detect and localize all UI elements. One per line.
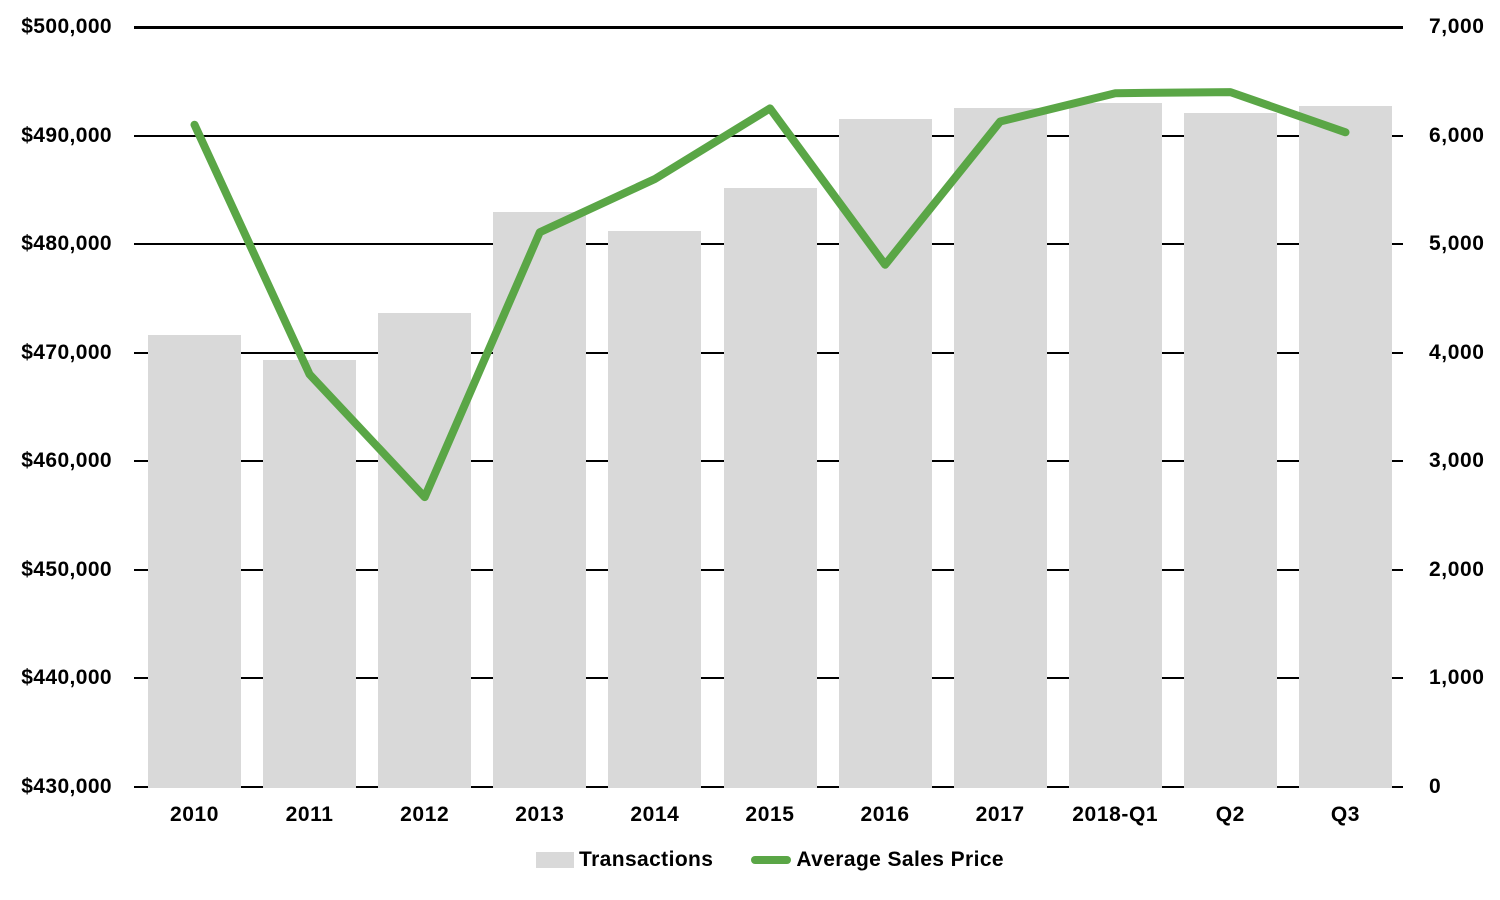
left-axis-tick-label: $440,000 (21, 666, 112, 690)
left-axis-tick-label: $470,000 (21, 340, 112, 364)
x-axis-tick-label: 2013 (515, 803, 565, 826)
gridline (134, 26, 1403, 29)
legend-item-transactions: Transactions (536, 848, 713, 872)
x-axis-tick-label: 2015 (745, 803, 795, 826)
x-axis-tick-label: Q2 (1215, 803, 1245, 826)
right-axis-tick-label: 0 (1429, 775, 1442, 798)
legend-label-transactions: Transactions (579, 848, 714, 871)
x-axis-tick-label: 2011 (285, 803, 334, 826)
x-axis-tick-label: 2012 (400, 803, 450, 826)
x-axis-tick-label: 2017 (975, 803, 1025, 826)
transactions-swatch-icon (536, 852, 574, 868)
chart-legend: Transactions Average Sales Price (137, 848, 1403, 872)
x-axis-tick-label: Q3 (1330, 803, 1361, 826)
left-axis-tick-label: $480,000 (21, 232, 112, 256)
left-axis-tick-label: $460,000 (21, 449, 112, 473)
right-axis-tick-label: 7,000 (1429, 15, 1485, 38)
right-axis-tick-label: 3,000 (1429, 449, 1485, 473)
legend-item-average-sales-price: Average Sales Price (751, 848, 1004, 872)
left-axis-tick-label: $490,000 (21, 123, 112, 147)
legend-label-average-sales-price: Average Sales Price (796, 848, 1004, 871)
x-axis-tick-label: 2014 (630, 803, 680, 826)
left-axis-tick-label: $500,000 (21, 15, 112, 38)
average-sales-price-swatch-icon (751, 856, 792, 864)
right-axis-tick-label: 5,000 (1429, 232, 1485, 256)
right-axis-tick-label: 6,000 (1429, 123, 1485, 147)
x-axis-tick-label: 2010 (169, 803, 220, 826)
right-axis-tick-label: 2,000 (1429, 557, 1485, 581)
x-axis-tick-label: 2018-Q1 (1072, 803, 1159, 826)
right-axis-tick-label: 1,000 (1429, 666, 1485, 690)
x-axis-tick-label: 2016 (860, 803, 910, 826)
left-axis-tick-label: $430,000 (21, 775, 112, 798)
left-axis-tick-label: $450,000 (21, 557, 112, 581)
right-axis-tick-label: 4,000 (1429, 340, 1485, 364)
